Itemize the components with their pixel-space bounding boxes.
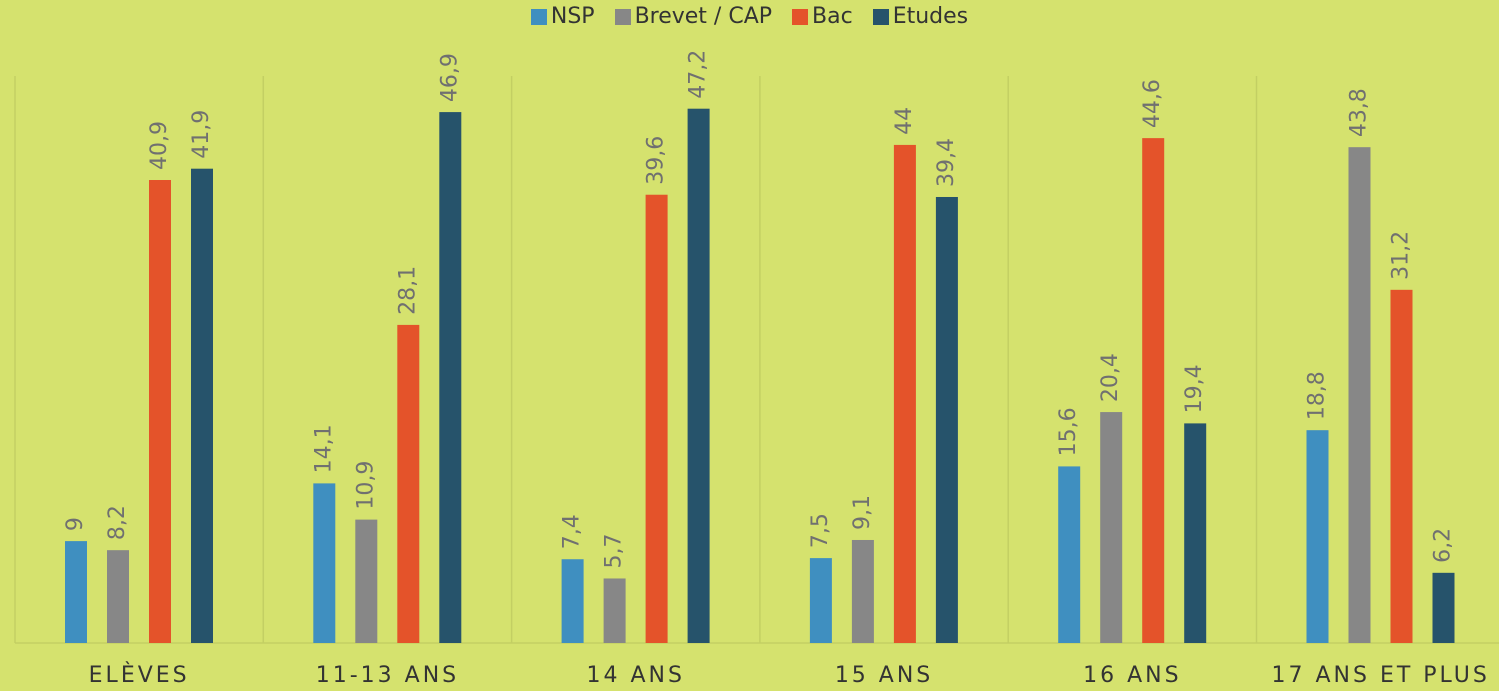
value-label: 7,5 (808, 513, 833, 548)
bar (1390, 289, 1413, 643)
x-tick-label: 14 ANS (587, 663, 685, 688)
x-tick-label: 11-13 ANS (316, 663, 459, 688)
value-label: 6,2 (1431, 528, 1456, 563)
value-label: 10,9 (353, 461, 378, 510)
legend-swatch (792, 8, 809, 25)
legend-swatch (614, 8, 631, 25)
bar (645, 194, 668, 643)
bar (149, 180, 171, 643)
x-tick-label: ELÈVES (89, 662, 190, 688)
bar (191, 168, 213, 643)
value-label: 31,2 (1389, 231, 1414, 280)
bar (397, 324, 420, 643)
value-label: 14,1 (311, 424, 336, 473)
bar (313, 483, 336, 643)
value-label: 40,9 (147, 121, 172, 170)
value-label: 39,4 (934, 138, 959, 187)
bar (561, 559, 584, 643)
bar (809, 558, 832, 643)
value-label: 7,4 (560, 514, 585, 549)
bar (1142, 138, 1165, 644)
legend-item: NSP (530, 4, 595, 29)
bar (107, 550, 129, 643)
bar (355, 519, 378, 643)
x-tick-label: 15 ANS (835, 663, 933, 688)
bar (603, 578, 626, 643)
value-label: 46,9 (437, 53, 462, 102)
bar (65, 541, 87, 643)
bar (1432, 572, 1455, 643)
value-label: 9 (63, 517, 88, 531)
bar (1058, 466, 1081, 643)
value-label: 20,4 (1098, 353, 1123, 402)
legend-item: Bac (792, 4, 853, 29)
legend-label: NSP (550, 4, 595, 29)
value-label: 5,7 (602, 533, 627, 568)
legend-label: Brevet / CAP (634, 4, 773, 29)
legend-swatch (530, 8, 547, 25)
bar (851, 539, 874, 643)
legend-swatch (872, 8, 889, 25)
x-tick-label: 16 ANS (1083, 663, 1181, 688)
value-label: 44 (892, 107, 917, 135)
value-label: 44,6 (1140, 79, 1165, 128)
x-tick-label: 17 ANS ET PLUS (1272, 663, 1490, 688)
value-label: 9,1 (850, 495, 875, 530)
value-label: 15,6 (1056, 407, 1081, 456)
bar (1348, 147, 1371, 643)
legend-label: Etudes (892, 4, 969, 29)
value-label: 19,4 (1182, 364, 1207, 413)
value-label: 41,9 (189, 110, 214, 159)
bar (1306, 430, 1329, 643)
value-label: 18,8 (1305, 371, 1330, 420)
bar (1184, 423, 1207, 643)
value-label: 43,8 (1347, 88, 1372, 137)
bar (935, 196, 958, 643)
value-label: 28,1 (395, 266, 420, 315)
bar (687, 108, 710, 644)
bar (1100, 412, 1123, 643)
legend: NSP Brevet / CAP Bac Etudes (0, 4, 1499, 29)
bar (439, 112, 462, 644)
bar (893, 144, 916, 644)
legend-label: Bac (812, 4, 853, 29)
value-label: 47,2 (686, 50, 711, 99)
legend-item: Etudes (872, 4, 969, 29)
value-label: 39,6 (644, 136, 669, 185)
legend-item: Brevet / CAP (614, 4, 773, 29)
value-label: 8,2 (105, 505, 130, 540)
